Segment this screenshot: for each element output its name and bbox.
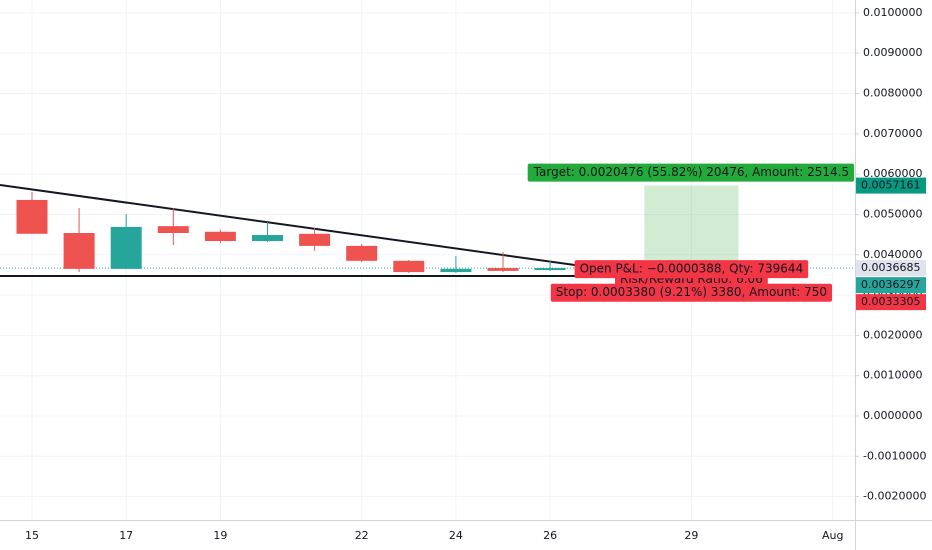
y-tick-label: 0.0060000 (863, 167, 923, 180)
price-label: 0.0033305 (861, 295, 921, 308)
labels: -0.0020000 -0.0010000 0.0000000 0.0010000 0.… (25, 6, 926, 542)
x-tick-label: 26 (543, 529, 557, 542)
y-tick-label: 0.0010000 (863, 369, 923, 382)
y-tick-label: 0.0070000 (863, 127, 923, 140)
candles (16, 191, 566, 273)
y-tick-label: 0.0100000 (863, 6, 923, 19)
x-tick-label: 15 (25, 529, 39, 542)
x-tick-label: 22 (355, 529, 369, 542)
price-label: 0.0036685 (861, 261, 921, 274)
y-tick-label: 0.0080000 (863, 87, 923, 100)
candle-body (204, 231, 236, 242)
y-tick-label: 0.0090000 (863, 46, 923, 59)
y-tick-label: 0.0050000 (863, 207, 923, 220)
position-label-bg (527, 163, 855, 182)
price-label: 0.0057161 (861, 179, 921, 192)
price-label: 0.0036297 (861, 278, 921, 291)
candle-body (393, 260, 425, 273)
candle-body (440, 268, 472, 273)
position-label-bg (574, 260, 809, 279)
price-label-bg (856, 260, 926, 277)
price-label-bg (856, 177, 926, 194)
y-tick-label: 0.0000000 (863, 409, 923, 422)
candle-body (299, 233, 331, 246)
candle-body (16, 199, 48, 234)
x-tick-label: 17 (119, 529, 133, 542)
trend-line (0, 184, 583, 267)
x-tick-label: Aug (822, 529, 843, 542)
y-tick-label: -0.0020000 (863, 490, 926, 503)
x-tick-label: 19 (213, 529, 227, 542)
position-label: Open P&L: −0.0000388, Qty: 739644 (580, 262, 804, 276)
candle-body (534, 268, 566, 271)
price-label-bg (856, 277, 926, 294)
candle-body (487, 268, 519, 271)
candle-body (110, 226, 142, 269)
y-tick-label: 0.0020000 (863, 328, 923, 341)
target-zone (644, 185, 739, 269)
x-tick-label: 24 (449, 529, 463, 542)
candle-body (63, 232, 95, 269)
candle-body (346, 245, 378, 261)
y-tick-label: -0.0010000 (863, 449, 926, 462)
y-tick-label: 0.0040000 (863, 248, 923, 261)
position-label: Target: 0.0020476 (55.82%) 20476, Amount… (533, 165, 849, 179)
position-label-bg (550, 283, 833, 302)
price-label-bg (856, 294, 926, 311)
candle-body (157, 226, 189, 233)
x-tick-label: 29 (684, 529, 698, 542)
position-label: Stop: 0.0003380 (9.21%) 3380, Amount: 75… (556, 285, 827, 299)
candle-body (252, 235, 283, 242)
